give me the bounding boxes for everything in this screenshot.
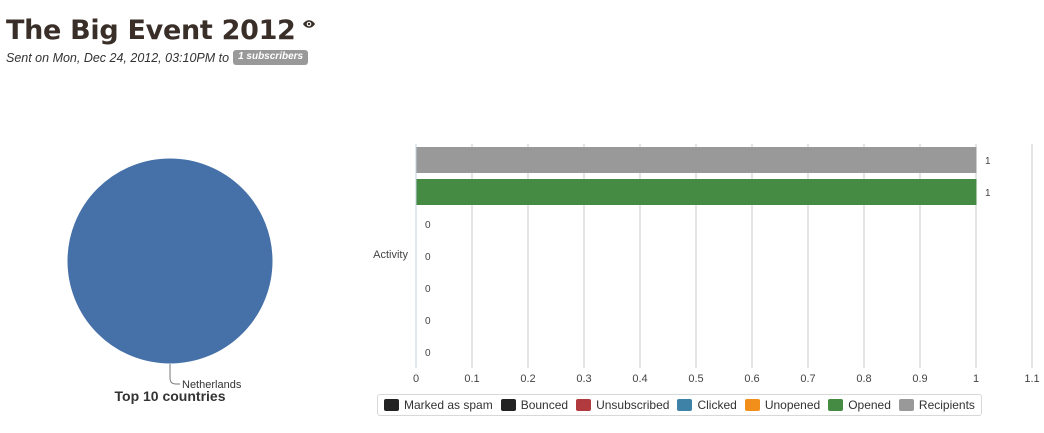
- legend-swatch: [898, 399, 914, 411]
- legend-swatch: [384, 399, 399, 411]
- bar-data-label: 0: [425, 252, 431, 263]
- x-tick-label: 0.1: [464, 373, 479, 385]
- x-tick-label: 0.6: [744, 373, 759, 385]
- x-tick-label: 0.2: [520, 373, 535, 385]
- legend-item-unopened[interactable]: Unopened: [744, 398, 821, 412]
- bar-opened[interactable]: [416, 179, 977, 205]
- x-tick-label: 0.8: [856, 373, 871, 385]
- legend-label: Bounced: [520, 398, 569, 412]
- bar-data-label: 0: [425, 284, 431, 295]
- legend-swatch: [744, 399, 760, 411]
- x-tick-label: 1: [973, 373, 979, 385]
- bar-data-label: 0: [425, 220, 431, 231]
- eye-icon[interactable]: [302, 16, 316, 34]
- legend-label: Unopened: [764, 398, 821, 412]
- x-tick-label: 1.1: [1024, 373, 1039, 385]
- legend-swatch: [576, 399, 592, 411]
- bar-data-label: 0: [425, 316, 431, 327]
- bar-data-label: 1: [985, 188, 991, 199]
- activity-legend: Marked as spam Bounced Unsubscribed Clicked…: [377, 394, 982, 416]
- activity-bar-chart: 0 0.1 0.2 0.3 0.4 0.5 0.6 0.7 0.8 0.9 1 1.1 Activity…: [373, 144, 1040, 385]
- x-tick-label: 0.7: [800, 373, 815, 385]
- x-tick-label: 0.5: [688, 373, 703, 385]
- legend-label: Unsubscribed: [596, 398, 670, 412]
- bar-recipients[interactable]: [416, 147, 977, 173]
- bar-data-label: 1: [985, 156, 991, 167]
- legend-label: Clicked: [697, 398, 737, 412]
- legend-label: Opened: [848, 398, 891, 412]
- x-tick-label: 0.3: [576, 373, 591, 385]
- subscribers-badge[interactable]: 1 subscribers: [233, 50, 309, 65]
- legend-item-opened[interactable]: Opened: [828, 398, 891, 412]
- legend-swatch: [677, 399, 693, 411]
- pie-slice-label: Netherlands: [182, 379, 242, 391]
- legend-label: Marked as spam: [404, 398, 493, 412]
- bar-data-label: 0: [425, 348, 431, 359]
- x-tick-label: 0: [413, 373, 419, 385]
- sent-info: Sent on Mon, Dec 24, 2012, 03:10PM to 1 …: [6, 50, 316, 65]
- pie-slice[interactable]: [66, 157, 274, 365]
- legend-item-unsubscribed[interactable]: Unsubscribed: [576, 398, 669, 412]
- legend-item-recipients[interactable]: Recipients: [898, 398, 975, 412]
- legend-swatch: [828, 399, 844, 411]
- legend-item-clicked[interactable]: Clicked: [677, 398, 737, 412]
- legend-item-marked-as-spam[interactable]: Marked as spam: [384, 398, 493, 412]
- x-tick-label: 0.4: [632, 373, 647, 385]
- x-tick-label: 0.9: [912, 373, 927, 385]
- category-label: Activity: [373, 249, 408, 261]
- pie-title: Top 10 countries: [115, 388, 226, 404]
- header: The Big Event 2012 Sent on Mon, Dec 24, …: [6, 8, 316, 65]
- legend-label: Recipients: [918, 398, 975, 412]
- page-title: The Big Event 2012: [6, 15, 296, 46]
- sent-text: Sent on Mon, Dec 24, 2012, 03:10PM to: [6, 50, 230, 65]
- title-row: The Big Event 2012: [6, 8, 316, 54]
- pie-label-connector: [169, 364, 180, 385]
- legend-item-bounced[interactable]: Bounced: [500, 398, 569, 412]
- legend-swatch: [500, 399, 516, 411]
